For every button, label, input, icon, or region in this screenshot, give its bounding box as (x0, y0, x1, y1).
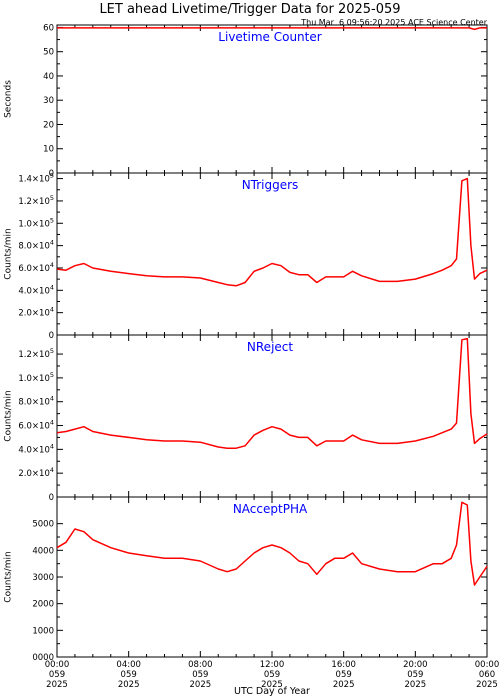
panel-frame (56, 334, 488, 498)
panels: 0 10 20 30 40 50 60 Seconds Livetime Counter 0 2.0… (4, 23, 488, 663)
x-tick-label: 059 (407, 670, 423, 680)
x-tick-label: 20:00 (403, 660, 428, 670)
y-tick-label: 0 (49, 169, 54, 179)
y-axis-label: Seconds (4, 80, 14, 118)
y-tick-label: 1.0×105 (18, 371, 54, 384)
y-tick-label: 0 (49, 493, 54, 503)
y-tick-label: 40 (43, 72, 54, 82)
x-tick-label: 2025 (118, 680, 140, 690)
y-tick-label: 8.0×104 (18, 239, 54, 252)
y-tick-label: 4.0×104 (18, 442, 54, 455)
y-tick-label: 30 (43, 96, 54, 106)
y-tick-label: 10 (43, 145, 54, 155)
y-tick-label: 20 (43, 120, 54, 130)
panel-title: Livetime Counter (218, 30, 321, 44)
y-tick-label: 1.4×105 (18, 172, 54, 185)
panel-title: NAcceptPHA (233, 502, 308, 516)
y-tick-label: 0000 (32, 653, 54, 663)
x-tick-label: 04:00 (116, 660, 141, 670)
y-tick-label: 1.0×105 (18, 216, 54, 229)
panel-title: NTriggers (242, 178, 299, 192)
y-tick-label: 6.0×104 (18, 419, 54, 432)
y-tick-label: 2.0×104 (18, 306, 54, 319)
panel-frame (56, 24, 488, 174)
x-tick-label: 059 (192, 670, 208, 680)
figure-title: LET ahead Livetime/Trigger Data for 2025… (99, 2, 400, 17)
series-line (56, 501, 488, 586)
x-tick-label: 08:00 (188, 660, 213, 670)
y-tick-label: 2.0×104 (18, 466, 54, 479)
y-tick-label: 5000 (32, 520, 54, 530)
x-tick-label: 060 (479, 670, 495, 680)
y-axis-label: Counts/min (4, 390, 14, 441)
y-tick-label: 8.0×104 (18, 395, 54, 408)
y-tick-label: 1000 (32, 626, 54, 636)
y-axis-label: Counts/min (4, 551, 14, 602)
panel-2: 0 2.0×104 4.0×104 6.0×104 8.0×104 1.0×105 1.2×… (4, 334, 488, 503)
x-tick-label: 2025 (333, 680, 355, 690)
y-axis-label: Counts/min (4, 228, 14, 279)
x-tick-label: 2025 (405, 680, 427, 690)
x-tick-label: 00:00 (475, 660, 500, 670)
x-tick-label: 16:00 (331, 660, 356, 670)
y-tick-label: 50 (43, 48, 54, 58)
x-tick-label: 059 (336, 670, 352, 680)
y-tick-label: 6.0×104 (18, 261, 54, 274)
x-tick-label: 059 (49, 670, 65, 680)
x-tick-label: 059 (121, 670, 137, 680)
x-axis-label: UTC Day of Year (234, 686, 310, 697)
y-tick-label: 4000 (32, 546, 54, 556)
panel-1: 0 2.0×104 4.0×104 6.0×104 8.0×104 1.0×105 1.2×… (4, 172, 488, 341)
y-tick-label: 1.2×105 (18, 347, 54, 360)
x-tick-label: 2025 (46, 680, 68, 690)
x-tick-label: 12:00 (260, 660, 285, 670)
x-tick-label: 059 (264, 670, 280, 680)
panel-3: 0000 1000 2000 3000 4000 5000 Counts/min NAccep… (4, 496, 488, 663)
panel-title: NReject (247, 340, 293, 354)
series-line (56, 337, 488, 449)
x-axis-tick-labels: 00:00059202504:00059202508:00059202512:0… (45, 660, 500, 690)
y-tick-label: 3000 (32, 573, 54, 583)
x-tick-label: 2025 (261, 680, 283, 690)
y-tick-label: 0 (49, 331, 54, 341)
timestamp: Thu Mar 6 09:56:20 2025 ACE Science Cent… (300, 18, 487, 27)
y-tick-label: 1.2×105 (18, 194, 54, 207)
y-tick-label: 4.0×104 (18, 283, 54, 296)
panel-frame (56, 496, 488, 658)
panel-frame (56, 172, 488, 336)
series-line (56, 177, 488, 287)
y-tick-label: 60 (43, 23, 54, 33)
x-tick-label: 2025 (476, 680, 498, 690)
y-tick-label: 2000 (32, 600, 54, 610)
x-tick-label: 00:00 (45, 660, 70, 670)
series-line (57, 27, 487, 31)
x-tick-label: 2025 (190, 680, 212, 690)
panel-0: 0 10 20 30 40 50 60 Seconds Livetime Counter (4, 23, 488, 179)
